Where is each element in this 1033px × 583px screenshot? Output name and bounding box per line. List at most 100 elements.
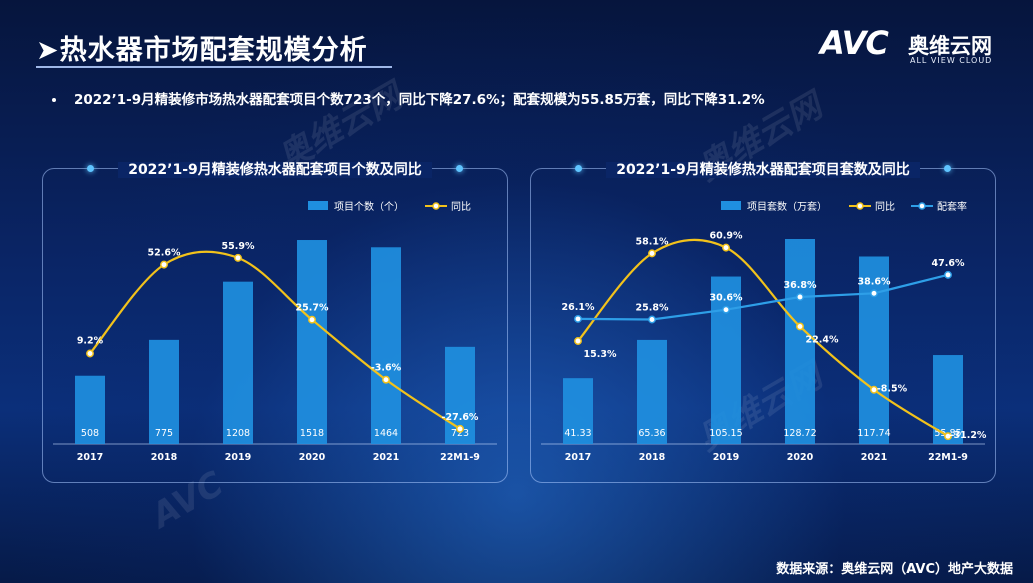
line-value-label: 9.2%	[77, 335, 104, 346]
line-value-label: 22.4%	[806, 334, 839, 345]
x-tick-label: 2019	[713, 452, 739, 463]
line-value-label: 47.6%	[932, 258, 965, 269]
bar	[223, 281, 253, 444]
data-point	[944, 270, 952, 279]
logo-name-en: ALL VIEW CLOUD	[910, 56, 993, 65]
x-tick-label: 2017	[565, 452, 591, 463]
legend-label: 项目套数（万套）	[747, 200, 827, 213]
data-point	[648, 315, 656, 324]
bar-value-label: 1518	[300, 428, 324, 439]
bar-value-label: 1208	[226, 428, 250, 439]
summary-line: 2022’1-9月精装修市场热水器配套项目个数723个，同比下降27.6%；配套…	[74, 92, 765, 108]
x-tick-label: 2018	[151, 452, 178, 463]
x-tick-label: 2020	[787, 452, 814, 463]
bullet-dot	[52, 98, 56, 102]
chart-left: 项目个数（个） 同比 508 2017 775 2018 1208 2019 1518 2020 1…	[53, 200, 497, 463]
bar	[711, 276, 741, 444]
bar	[859, 256, 889, 444]
bar	[371, 247, 401, 444]
legend-label: 配套率	[937, 200, 967, 213]
bar-value-label: 128.72	[783, 428, 816, 439]
line-value-label: 58.1%	[636, 236, 669, 247]
line-value-label: 30.6%	[710, 293, 743, 304]
bar	[563, 378, 593, 444]
line-value-label: 25.8%	[636, 303, 669, 314]
bar	[149, 339, 179, 444]
brand-logo: AVC 奥维云网 ALL VIEW CLOUD	[820, 24, 1010, 66]
chart-panel-right: 2022’1-9月精装修热水器配套项目套数及同比 项目套数（万套） 同比 配套率 41…	[530, 162, 996, 483]
x-tick-label: 2017	[77, 452, 103, 463]
data-point	[160, 260, 168, 269]
data-point	[574, 314, 582, 323]
corner-dot-left	[87, 165, 94, 172]
line-value-label: 26.1%	[562, 302, 595, 313]
line-value-label: -27.6%	[442, 412, 479, 423]
line-value-label: 25.7%	[296, 303, 329, 314]
line-value-label: -31.2%	[950, 430, 987, 441]
line-value-label: 55.9%	[222, 241, 255, 252]
x-tick-label: 22M1-9	[440, 452, 480, 463]
data-point	[722, 305, 730, 314]
data-source: 数据来源：奥维云网（AVC）地产大数据	[776, 562, 1013, 577]
bar-value-label: 508	[81, 428, 99, 439]
legend-swatch-marker	[918, 202, 926, 210]
data-point	[382, 375, 390, 384]
line-value-label: 38.6%	[858, 276, 891, 287]
x-tick-label: 2018	[639, 452, 666, 463]
data-point	[796, 293, 804, 301]
corner-dot-right	[944, 165, 951, 172]
x-tick-label: 2019	[225, 452, 251, 463]
data-point	[308, 315, 316, 324]
data-point	[796, 322, 804, 331]
corner-dot-right	[456, 165, 463, 172]
legend-label: 同比	[451, 201, 471, 213]
series-line	[577, 273, 949, 321]
logo-name-cn: 奥维云网	[908, 34, 992, 58]
data-point	[234, 253, 242, 262]
legend-swatch-bar	[308, 201, 328, 210]
legend-swatch-marker	[856, 202, 864, 210]
chart-panel-left: 2022’1-9月精装修热水器配套项目个数及同比 项目个数（个） 同比 508 201…	[42, 162, 508, 483]
series-line	[577, 238, 949, 438]
chart-right: 项目套数（万套） 同比 配套率 41.33 2017 65.36 2018 105.15 201…	[541, 200, 987, 463]
bar-value-label: 105.15	[709, 428, 742, 439]
chart-title-left: 2022’1-9月精装修热水器配套项目个数及同比	[43, 159, 507, 179]
legend-swatch-marker	[432, 202, 440, 210]
corner-dot-left	[575, 165, 582, 172]
data-point	[870, 289, 878, 298]
bar-value-label: 1464	[374, 428, 398, 439]
bar	[637, 339, 667, 444]
legend-label: 同比	[875, 201, 895, 213]
data-point	[456, 424, 464, 433]
bar-value-label: 41.33	[564, 428, 591, 439]
summary-text: 2022’1-9月精装修市场热水器配套项目个数723个，同比下降27.6%；配套…	[52, 88, 765, 108]
bar	[785, 239, 815, 444]
data-point	[574, 337, 582, 345]
chart-title-right-text: 2022’1-9月精装修热水器配套项目套数及同比	[606, 162, 920, 178]
series-line	[89, 250, 461, 430]
line-value-label: 60.9%	[710, 231, 743, 242]
page-title: ➤热水器市场配套规模分析	[36, 35, 368, 66]
data-point	[86, 349, 94, 358]
line-value-label: -3.6%	[371, 363, 402, 374]
data-point	[944, 432, 952, 441]
bar-value-label: 65.36	[638, 428, 665, 439]
x-tick-label: 2020	[299, 452, 326, 463]
line-value-label: 52.6%	[148, 248, 181, 259]
line-value-label: 36.8%	[784, 280, 817, 291]
data-point	[870, 385, 878, 394]
data-point	[722, 243, 730, 252]
bar-value-label: 723	[451, 428, 469, 439]
x-tick-label: 2021	[861, 452, 887, 463]
bar	[75, 375, 105, 444]
data-point	[648, 249, 656, 258]
bar-value-label: 117.74	[857, 428, 890, 439]
legend-swatch-bar	[721, 201, 741, 210]
title-underline	[36, 66, 392, 68]
bar-value-label: 775	[155, 428, 173, 439]
x-tick-label: 22M1-9	[928, 452, 968, 463]
line-value-label: -8.5%	[877, 384, 908, 395]
bar	[297, 240, 327, 444]
logo-mark: AVC	[820, 24, 889, 62]
chart-title-left-text: 2022’1-9月精装修热水器配套项目个数及同比	[118, 162, 432, 178]
